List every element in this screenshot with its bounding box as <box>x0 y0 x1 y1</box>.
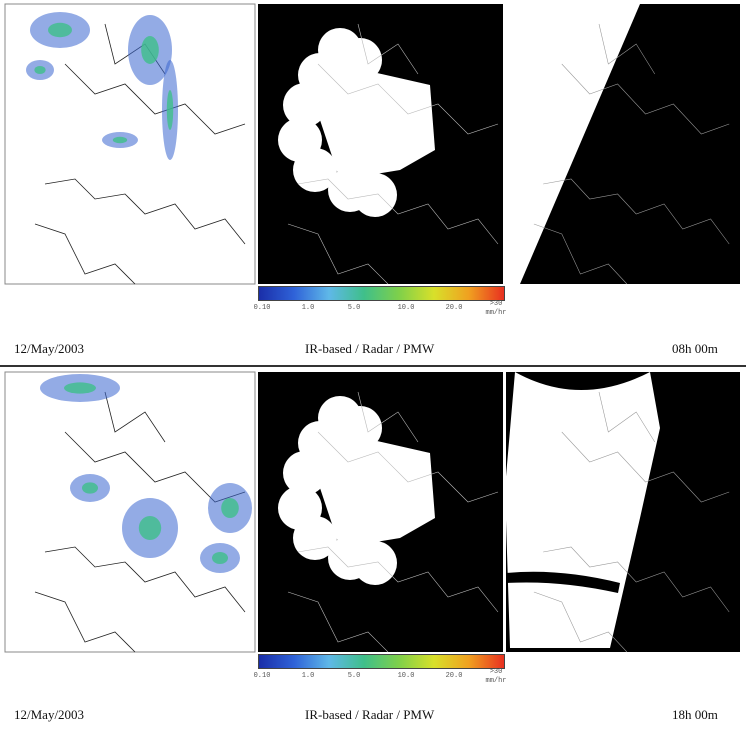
colorbar-label: >30 <box>490 300 503 308</box>
rain-core <box>34 66 45 74</box>
time: 08h 00m <box>672 341 718 357</box>
figure: 0.10 1.0 5.0 10.0 20.0 >30 mm/hr 12/May/… <box>0 0 746 733</box>
maps <box>0 0 746 290</box>
rain-core <box>113 137 127 143</box>
colorbar-label: 10.0 <box>398 304 415 312</box>
panel-title: IR-based / Radar / PMW <box>305 707 434 723</box>
time: 18h 00m <box>672 707 718 723</box>
colorbar-label: 0.10 <box>254 672 271 680</box>
radar-coverage <box>353 541 397 585</box>
colorbar-label: 1.0 <box>302 304 315 312</box>
panel: 0.10 1.0 5.0 10.0 20.0 >30 mm/hr 12/May/… <box>0 368 746 732</box>
colorbar-label: 5.0 <box>348 304 361 312</box>
colorbar-label: 5.0 <box>348 672 361 680</box>
colorbar-label: 0.10 <box>254 304 271 312</box>
colorbar <box>258 286 505 301</box>
rain-core <box>64 382 96 393</box>
panel: 0.10 1.0 5.0 10.0 20.0 >30 mm/hr 12/May/… <box>0 0 746 364</box>
date: 12/May/2003 <box>14 707 84 723</box>
colorbar-label: 20.0 <box>446 672 463 680</box>
maps <box>0 368 746 658</box>
rain-core <box>139 516 161 540</box>
colorbar <box>258 654 505 669</box>
panel-title: IR-based / Radar / PMW <box>305 341 434 357</box>
colorbar-unit: mm/hr <box>485 677 506 685</box>
rain-core <box>212 552 228 564</box>
date: 12/May/2003 <box>14 341 84 357</box>
rain-core <box>167 90 173 130</box>
rain-core <box>48 23 72 37</box>
colorbar-label: 20.0 <box>446 304 463 312</box>
colorbar-label: >30 <box>490 668 503 676</box>
separator <box>0 365 746 367</box>
colorbar-unit: mm/hr <box>485 309 506 317</box>
colorbar-label: 1.0 <box>302 672 315 680</box>
rain-core <box>221 498 239 518</box>
rain-core <box>82 482 98 493</box>
radar-coverage <box>353 173 397 217</box>
rain-core <box>141 36 159 64</box>
colorbar-label: 10.0 <box>398 672 415 680</box>
